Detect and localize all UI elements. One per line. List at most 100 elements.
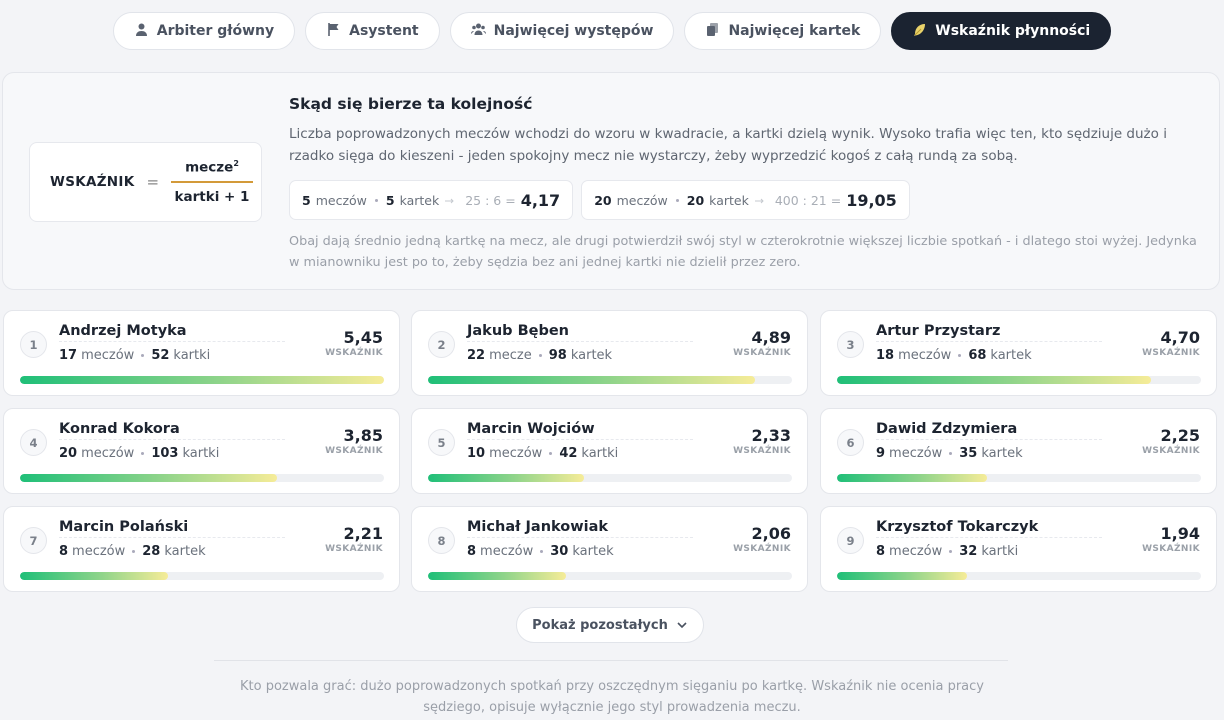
matches-label: meczów <box>480 544 534 559</box>
index-label: WSKAŹNIK <box>325 348 383 358</box>
cards-label: kartki <box>581 446 619 461</box>
matches-label: meczów <box>81 446 135 461</box>
index-label: WSKAŹNIK <box>325 446 383 456</box>
matches-label: meczów <box>81 348 135 363</box>
bar <box>428 376 755 384</box>
example: 5 meczów 5 kartek 25 : 6 = 4,17 <box>289 180 574 220</box>
dot <box>374 198 378 202</box>
cards-label: kartek <box>990 348 1032 363</box>
counts: 8 meczów 28 kartek <box>59 544 206 559</box>
matches-label: meczów <box>889 544 943 559</box>
separator <box>467 341 693 342</box>
referee-name: Artur Przystarz <box>876 323 1001 339</box>
tab-label: Wskaźnik płynności <box>935 23 1091 39</box>
cards-label: kartki <box>182 446 220 461</box>
cards: 98 <box>548 348 567 363</box>
cards: 32 <box>959 544 978 559</box>
matches: 10 <box>467 446 486 461</box>
referee-name: Michał Jankowiak <box>467 519 609 535</box>
cards: 35 <box>959 446 978 461</box>
referee-card: 2 Jakub Bęben 22 mecze 98 kartek 4,89 WSKAŹNIK <box>411 310 808 396</box>
index-value: 2,33 <box>751 426 791 445</box>
counts: 22 mecze 98 kartek <box>467 348 612 363</box>
example-cards: 5 <box>385 192 395 208</box>
tab-icon <box>134 22 149 41</box>
example: 20 meczów 20 kartek 400 : 21 = 19,05 <box>581 180 910 220</box>
referee-card: 3 Artur Przystarz 18 meczów 68 kartek 4,70 WSKA… <box>820 310 1217 396</box>
tab[interactable]: Najwięcej kartek <box>684 12 882 50</box>
rank: 3 <box>837 331 864 358</box>
tab-icon <box>326 22 341 41</box>
tab[interactable]: Asystent <box>305 12 440 50</box>
bar-track <box>837 376 1201 384</box>
arrow <box>445 198 454 203</box>
matches-label: meczów <box>489 446 543 461</box>
dot <box>132 550 136 553</box>
counts: 20 meczów 103 kartki <box>59 446 219 461</box>
referee-card: 7 Marcin Polański 8 meczów 28 kartek 2,21 WSKAŹ… <box>3 506 400 592</box>
tab-label: Najwięcej występów <box>493 23 654 39</box>
bar <box>837 474 988 482</box>
cards-label: kartek <box>164 544 206 559</box>
bar <box>837 572 967 580</box>
cards-label: kartki <box>173 348 211 363</box>
dot <box>549 452 553 455</box>
counts: 9 meczów 35 kartek <box>876 446 1023 461</box>
cards-label: kartek <box>981 446 1023 461</box>
matches-label: meczów <box>889 446 943 461</box>
cards: 52 <box>151 348 170 363</box>
cards: 68 <box>968 348 987 363</box>
info-text: Liczba poprowadzonych meczów wchodzi do … <box>289 126 1167 164</box>
rank: 7 <box>20 527 47 554</box>
matches: 9 <box>876 446 886 461</box>
matches: 8 <box>59 544 69 559</box>
exponent: 2 <box>233 158 239 168</box>
index-value: 1,94 <box>1160 524 1200 543</box>
separator <box>59 439 285 440</box>
denominator: kartki + 1 <box>174 189 250 206</box>
referee-name: Konrad Kokora <box>59 421 180 437</box>
rank: 8 <box>428 527 455 554</box>
info-title: Skąd się bierze ta kolejność <box>289 95 533 113</box>
example-calc: 400 : 21 = <box>774 192 842 208</box>
tab-icon <box>470 22 486 41</box>
bar-track <box>20 474 384 482</box>
tab[interactable]: Arbiter główny <box>112 12 296 50</box>
referee-name: Marcin Polański <box>59 519 189 535</box>
numerator-box: mecze2 <box>171 159 253 184</box>
show-more-button[interactable]: Pokaż pozostałych <box>516 607 704 643</box>
bar-track <box>428 474 792 482</box>
dot <box>540 550 544 553</box>
info-panel: WSKAŹNIK = mecze2 kartki + 1 Skąd się bi… <box>2 72 1220 290</box>
index-label: WSKAŹNIK <box>733 446 791 456</box>
tab-label: Arbiter główny <box>156 23 275 39</box>
index-value: 2,25 <box>1160 426 1200 445</box>
matches: 17 <box>59 348 78 363</box>
cards: 30 <box>550 544 569 559</box>
separator <box>59 537 285 538</box>
tab-icon <box>705 22 720 41</box>
referee-name: Krzysztof Tokarczyk <box>876 519 1039 535</box>
tab[interactable]: Najwięcej występów <box>449 12 675 50</box>
referee-card: 4 Konrad Kokora 20 meczów 103 kartki 3,85 WSKAŹ… <box>3 408 400 494</box>
tab[interactable]: Wskaźnik płynności <box>891 12 1112 50</box>
bar-track <box>837 572 1201 580</box>
index-label: WSKAŹNIK <box>1142 446 1200 456</box>
separator <box>876 439 1102 440</box>
referee-card: 6 Dawid Zdzymiera 9 meczów 35 kartek 2,25 WSKAŹ… <box>820 408 1217 494</box>
formula-box: WSKAŹNIK = mecze2 kartki + 1 <box>29 142 262 222</box>
rank: 2 <box>428 331 455 358</box>
index-value: 4,89 <box>751 328 791 347</box>
index-label: WSKAŹNIK <box>733 544 791 554</box>
referee-name: Jakub Bęben <box>467 323 569 339</box>
example-matches-label: meczów <box>616 192 668 208</box>
bar-track <box>837 474 1201 482</box>
bar <box>428 474 584 482</box>
numerator: mecze <box>185 159 234 176</box>
example-matches: 5 <box>302 192 311 208</box>
formula-equals: = <box>146 173 160 191</box>
index-label: WSKAŹNIK <box>1142 348 1200 358</box>
tab-bar: Arbiter główny Asystent Najwięcej występów… <box>0 12 1224 50</box>
dot <box>958 354 962 357</box>
